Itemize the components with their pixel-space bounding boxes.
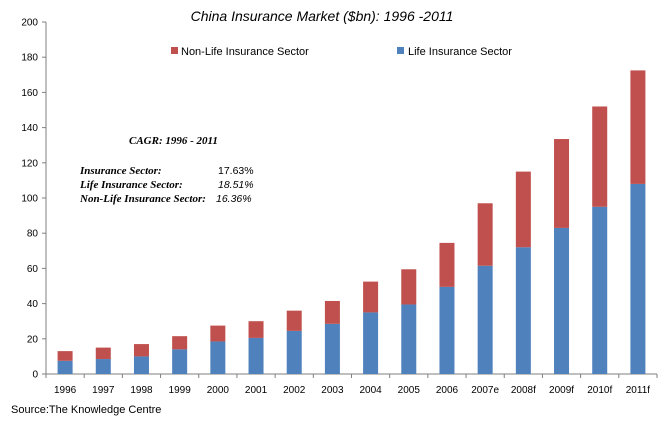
bar-non-life <box>439 242 455 287</box>
bar-life <box>324 323 340 374</box>
x-tick-label: 2008f <box>511 385 536 396</box>
y-tick-label: 180 <box>21 53 38 64</box>
bar-non-life <box>592 106 608 207</box>
bar-life <box>477 265 493 374</box>
y-tick-label: 160 <box>21 88 38 99</box>
x-tick-label: 2001 <box>245 385 268 396</box>
bar-life <box>554 227 570 374</box>
cagr-value-insurance: 17.63% <box>218 165 254 177</box>
bar-non-life <box>286 310 302 331</box>
bar-life <box>439 286 455 374</box>
bar-life <box>172 349 188 374</box>
y-tick-label: 120 <box>21 158 38 169</box>
x-tick-label: 2002 <box>283 385 306 396</box>
x-tick-label: 1998 <box>130 385 153 396</box>
legend-swatch-non-life <box>171 47 178 54</box>
bar-non-life <box>324 300 340 324</box>
cagr-heading: CAGR: 1996 - 2011 <box>129 135 218 147</box>
x-tick-label: 1997 <box>92 385 115 396</box>
x-tick-label: 2000 <box>207 385 230 396</box>
bar-life <box>515 247 531 374</box>
bar-non-life <box>248 321 264 338</box>
bar-non-life <box>133 344 149 357</box>
y-tick-label: 80 <box>27 229 39 240</box>
bar-life <box>286 330 302 374</box>
bar-non-life <box>401 269 417 305</box>
y-tick-label: 60 <box>27 264 39 275</box>
y-tick-label: 0 <box>32 370 38 381</box>
bar-life <box>248 337 264 374</box>
cagr-value-life: 18.51% <box>218 179 254 191</box>
bar-non-life <box>554 139 570 228</box>
bar-non-life <box>172 336 188 350</box>
bar-life <box>363 312 379 374</box>
bar-non-life <box>477 203 493 266</box>
cagr-label-insurance: Insurance Sector: <box>79 165 162 177</box>
bar-non-life <box>95 347 111 360</box>
y-tick-label: 20 <box>27 334 39 345</box>
y-tick-label: 40 <box>27 299 39 310</box>
y-tick-label: 200 <box>21 18 38 29</box>
bar-life <box>630 183 646 374</box>
x-tick-label: 2009f <box>549 385 574 396</box>
y-tick-label: 140 <box>21 123 38 134</box>
cagr-label-life: Life Insurance Sector: <box>79 179 183 191</box>
bar-life <box>210 341 226 374</box>
chart-title: China Insurance Market ($bn): 1996 -2011 <box>191 8 454 24</box>
bar-non-life <box>630 70 646 184</box>
bar-non-life <box>210 325 226 342</box>
cagr-label-non-life: Non-Life Insurance Sector: <box>79 193 206 205</box>
y-tick-label: 100 <box>21 194 38 205</box>
x-tick-label: 2005 <box>398 385 421 396</box>
cagr-value-non-life: 16.36% <box>216 193 252 205</box>
bar-life <box>592 206 608 374</box>
x-tick-label: 2004 <box>359 385 382 396</box>
legend: Non-Life Insurance Sector Life Insurance… <box>171 46 512 58</box>
bar-life <box>57 360 73 374</box>
source-note: Source:The Knowledge Centre <box>11 404 162 416</box>
x-tick-label: 1999 <box>169 385 192 396</box>
legend-swatch-life <box>397 47 404 54</box>
legend-label-non-life: Non-Life Insurance Sector <box>181 46 309 58</box>
bar-non-life <box>57 351 73 361</box>
bar-non-life <box>363 281 379 313</box>
bar-life <box>95 359 111 374</box>
x-tick-label: 2006 <box>436 385 459 396</box>
x-tick-label: 2003 <box>321 385 344 396</box>
x-tick-label: 2010f <box>587 385 612 396</box>
bar-non-life <box>515 171 531 248</box>
x-tick-label: 2011f <box>626 385 651 396</box>
cagr-annotation: CAGR: 1996 - 2011 Insurance Sector: 17.6… <box>79 135 254 205</box>
x-tick-label: 2007e <box>471 385 499 396</box>
legend-label-life: Life Insurance Sector <box>408 46 512 58</box>
plot-area: 0 20 40 60 80 100 120 140 160 180 200 1996 1997 1998 1… <box>21 18 658 396</box>
bar-life <box>133 356 149 374</box>
bar-life <box>401 304 417 374</box>
x-tick-label: 1996 <box>54 385 77 396</box>
